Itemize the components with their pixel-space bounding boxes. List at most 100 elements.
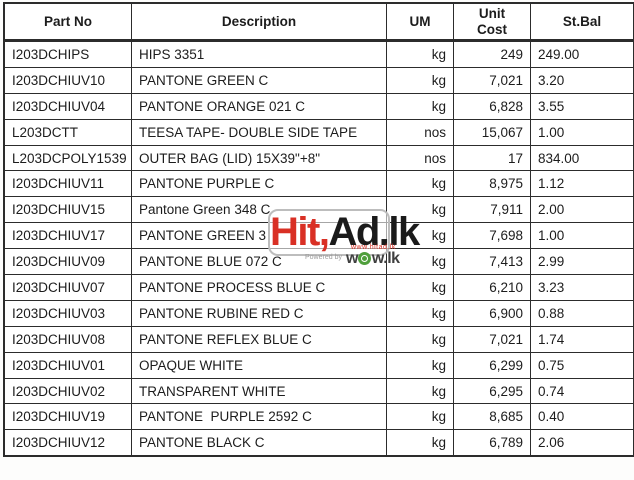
cell-part_no: I203DCHIUV19 [3, 403, 132, 431]
cell-description: PANTONE RUBINE RED C [131, 299, 387, 327]
cell-st_bal: 3.20 [530, 66, 634, 94]
cell-st_bal: 1.00 [530, 222, 634, 250]
header-row: Part No Description UM Unit Cost St.Bal [3, 2, 634, 42]
cell-description: OUTER BAG (LID) 15X39"+8" [131, 144, 387, 172]
cell-um: nos [386, 118, 454, 146]
cell-part_no: I203DCHIUV08 [3, 325, 132, 353]
column-header-um: UM [386, 2, 454, 42]
cell-description: PANTONE BLUE 072 C [131, 248, 387, 276]
cell-unit_cost: 7,911 [453, 196, 531, 224]
cell-st_bal: 1.74 [530, 325, 634, 353]
cell-um: kg [386, 222, 454, 250]
table-body: I203DCHIPS HIPS 3351 kg 249 249.00 I203DCHIUV… [3, 40, 634, 457]
cell-um: kg [386, 170, 454, 198]
table-row: L203DCPOLY1539 OUTER BAG (LID) 15X39"+8" n… [3, 144, 634, 172]
cell-um: kg [386, 66, 454, 94]
cell-part_no: L203DCPOLY1539 [3, 144, 132, 172]
cell-unit_cost: 7,021 [453, 325, 531, 353]
cell-st_bal: 249.00 [530, 40, 634, 68]
cell-description: TEESA TAPE- DOUBLE SIDE TAPE [131, 118, 387, 146]
cell-unit_cost: 6,210 [453, 274, 531, 301]
cell-um: kg [386, 429, 454, 457]
cell-st_bal: 0.88 [530, 299, 634, 327]
table-row: I203DCHIPS HIPS 3351 kg 249 249.00 [3, 40, 634, 68]
cell-um: kg [386, 92, 454, 120]
cell-unit_cost: 17 [453, 144, 531, 172]
cell-unit_cost: 7,413 [453, 248, 531, 276]
cell-st_bal: 1.12 [530, 170, 634, 198]
cell-description: OPAQUE WHITE [131, 351, 387, 379]
cell-um: kg [386, 40, 454, 68]
cell-st_bal: 0.74 [530, 377, 634, 405]
cell-description: Pantone Green 348 C [131, 196, 387, 224]
cell-st_bal: 1.00 [530, 118, 634, 146]
table-row: I203DCHIUV02 TRANSPARENT WHITE kg 6,295 0.74 [3, 377, 634, 405]
cell-part_no: I203DCHIUV15 [3, 196, 132, 224]
cell-um: kg [386, 377, 454, 405]
cell-st_bal: 2.00 [530, 196, 634, 224]
column-header-part_no: Part No [3, 2, 132, 42]
cell-description: PANTONE GREEN C [131, 66, 387, 94]
cell-st_bal: 834.00 [530, 144, 634, 172]
cell-um: kg [386, 351, 454, 379]
table-row: I203DCHIUV17 PANTONE GREEN 3 kg 7,698 1.00 [3, 222, 634, 250]
cell-part_no: I203DCHIUV07 [3, 274, 132, 301]
cell-part_no: I203DCHIUV01 [3, 351, 132, 379]
cell-description: PANTONE PURPLE C [131, 170, 387, 198]
cell-unit_cost: 7,698 [453, 222, 531, 250]
table-row: L203DCTT TEESA TAPE- DOUBLE SIDE TAPE nos 1… [3, 118, 634, 146]
cell-st_bal: 0.75 [530, 351, 634, 379]
stock-table: Part No Description UM Unit Cost St.Bal I203… [3, 2, 634, 458]
table-row: I203DCHIUV01 OPAQUE WHITE kg 6,299 0.75 [3, 351, 634, 379]
cell-unit_cost: 6,900 [453, 299, 531, 327]
cell-um: kg [386, 274, 454, 301]
cell-unit_cost: 8,975 [453, 170, 531, 198]
cell-part_no: I203DCHIUV04 [3, 92, 132, 120]
cell-st_bal: 3.23 [530, 274, 634, 301]
cell-unit_cost: 6,299 [453, 351, 531, 379]
cell-part_no: I203DCHIUV09 [3, 248, 132, 276]
cell-um: kg [386, 403, 454, 431]
column-header-unit_cost: Unit Cost [453, 2, 531, 42]
cell-description: PANTONE PROCESS BLUE C [131, 274, 387, 301]
cell-part_no: I203DCHIUV17 [3, 222, 132, 250]
cell-unit_cost: 6,789 [453, 429, 531, 457]
cell-description: PANTONE PURPLE 2592 C [131, 403, 387, 431]
cell-part_no: I203DCHIUV12 [3, 429, 132, 457]
cell-unit_cost: 7,021 [453, 66, 531, 94]
cell-description: HIPS 3351 [131, 40, 387, 68]
cell-part_no: I203DCHIPS [3, 40, 132, 68]
cell-part_no: I203DCHIUV11 [3, 170, 132, 198]
cell-part_no: I203DCHIUV10 [3, 66, 132, 94]
cell-part_no: I203DCHIUV02 [3, 377, 132, 405]
cell-unit_cost: 6,295 [453, 377, 531, 405]
cell-description: TRANSPARENT WHITE [131, 377, 387, 405]
cell-description: PANTONE REFLEX BLUE C [131, 325, 387, 353]
cell-unit_cost: 8,685 [453, 403, 531, 431]
cell-description: PANTONE BLACK C [131, 429, 387, 457]
cell-part_no: L203DCTT [3, 118, 132, 146]
cell-st_bal: 2.06 [530, 429, 634, 457]
cell-um: kg [386, 196, 454, 224]
cell-unit_cost: 6,828 [453, 92, 531, 120]
cell-st_bal: 2.99 [530, 248, 634, 276]
cell-unit_cost: 249 [453, 40, 531, 68]
column-header-description: Description [131, 2, 387, 42]
table-header: Part No Description UM Unit Cost St.Bal [3, 2, 634, 42]
cell-um: nos [386, 144, 454, 172]
cell-unit_cost: 15,067 [453, 118, 531, 146]
cell-st_bal: 0.40 [530, 403, 634, 431]
cell-description: PANTONE GREEN 3 [131, 222, 387, 250]
cell-um: kg [386, 325, 454, 353]
cell-st_bal: 3.55 [530, 92, 634, 120]
